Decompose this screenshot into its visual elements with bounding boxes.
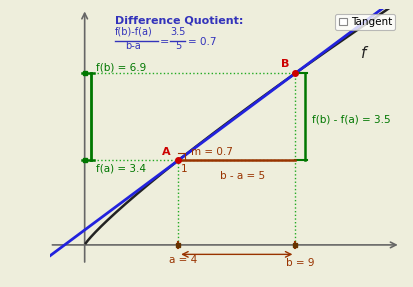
Legend: Tangent: Tangent bbox=[335, 14, 395, 30]
Text: b - a = 5: b - a = 5 bbox=[221, 171, 266, 181]
Text: =: = bbox=[159, 37, 169, 47]
Text: f(b) - f(a) = 3.5: f(b) - f(a) = 3.5 bbox=[312, 114, 390, 124]
Text: f(b)-f(a): f(b)-f(a) bbox=[115, 27, 153, 37]
Text: = 0.7: = 0.7 bbox=[188, 37, 216, 47]
Text: f: f bbox=[361, 46, 366, 61]
Text: B: B bbox=[281, 59, 290, 69]
Text: b = 9: b = 9 bbox=[286, 258, 314, 268]
Text: 3.5: 3.5 bbox=[170, 27, 185, 37]
Text: f(a) = 3.4: f(a) = 3.4 bbox=[96, 164, 146, 174]
Text: a = 4: a = 4 bbox=[169, 255, 197, 265]
Text: 1: 1 bbox=[180, 164, 187, 174]
Text: A: A bbox=[162, 147, 171, 157]
Text: m = 0.7: m = 0.7 bbox=[191, 147, 233, 157]
Text: b-a: b-a bbox=[126, 41, 141, 51]
Text: 5: 5 bbox=[176, 41, 182, 51]
Text: f(b) = 6.9: f(b) = 6.9 bbox=[96, 63, 147, 73]
Text: Difference Quotient:: Difference Quotient: bbox=[115, 15, 244, 26]
